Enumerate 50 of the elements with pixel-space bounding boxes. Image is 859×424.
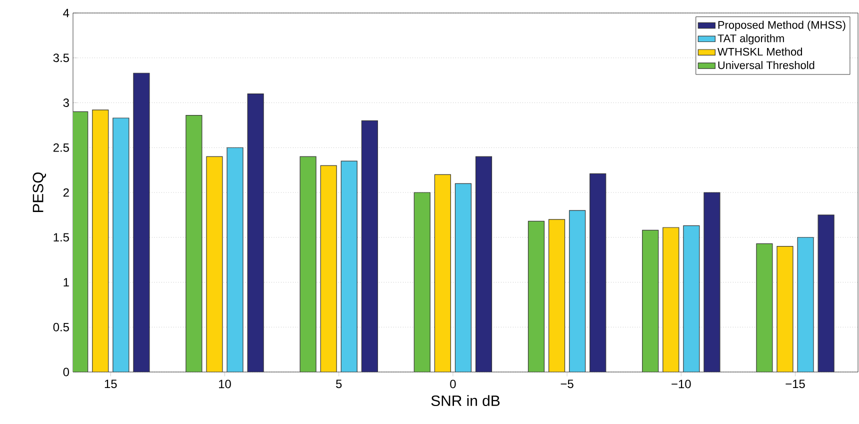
bar bbox=[226, 147, 244, 372]
x-tick-label: 15 bbox=[104, 380, 117, 388]
bar bbox=[320, 165, 337, 372]
x-tick-label: 5 bbox=[336, 380, 342, 388]
bar bbox=[528, 220, 545, 372]
bar bbox=[797, 237, 814, 372]
bar bbox=[247, 93, 264, 372]
bar bbox=[112, 118, 130, 372]
bar bbox=[756, 243, 773, 372]
x-tick-label: 0 bbox=[450, 380, 456, 388]
y-tick-label: 2 bbox=[63, 188, 69, 197]
bar bbox=[92, 110, 109, 372]
bar bbox=[361, 120, 378, 372]
bar bbox=[590, 173, 606, 372]
bar bbox=[206, 156, 223, 372]
bar bbox=[776, 246, 794, 372]
y-tick-label: 1 bbox=[64, 278, 69, 286]
y-tick-label: 3 bbox=[63, 98, 69, 107]
y-tick-label: 4 bbox=[63, 8, 70, 18]
x-axis-title: SNR in dB bbox=[431, 395, 500, 406]
x-tick-label: −5 bbox=[560, 380, 574, 388]
bar bbox=[683, 225, 700, 372]
bar bbox=[454, 183, 472, 372]
bar bbox=[434, 174, 451, 372]
x-tick-label: −10 bbox=[672, 380, 691, 388]
y-tick-label: 0.5 bbox=[53, 322, 69, 332]
bar bbox=[340, 160, 358, 372]
x-tick-label: 10 bbox=[219, 380, 231, 388]
bar bbox=[642, 230, 659, 372]
legend-label: Proposed Method (MHSS) bbox=[718, 20, 846, 31]
y-tick-label: 1.5 bbox=[54, 233, 69, 242]
bar bbox=[475, 156, 492, 372]
bar bbox=[133, 72, 150, 372]
legend-label: Universal Threshold bbox=[718, 61, 814, 70]
bar bbox=[300, 156, 316, 372]
legend-label: TAT algorithm bbox=[718, 34, 784, 44]
bar bbox=[548, 219, 566, 372]
y-tick-label: 3.5 bbox=[53, 54, 69, 62]
bar bbox=[704, 192, 720, 372]
x-tick-label: −15 bbox=[786, 380, 805, 388]
bar bbox=[186, 115, 202, 372]
bar bbox=[662, 227, 680, 372]
y-axis-title: PESQ bbox=[32, 172, 46, 212]
bar bbox=[414, 192, 430, 372]
bar bbox=[73, 111, 88, 372]
y-tick-label: 0 bbox=[63, 368, 70, 376]
bar bbox=[569, 210, 586, 372]
y-tick-label: 2.5 bbox=[53, 143, 69, 152]
legend-label: WTHSKL Method bbox=[718, 48, 802, 56]
bar bbox=[818, 214, 834, 372]
